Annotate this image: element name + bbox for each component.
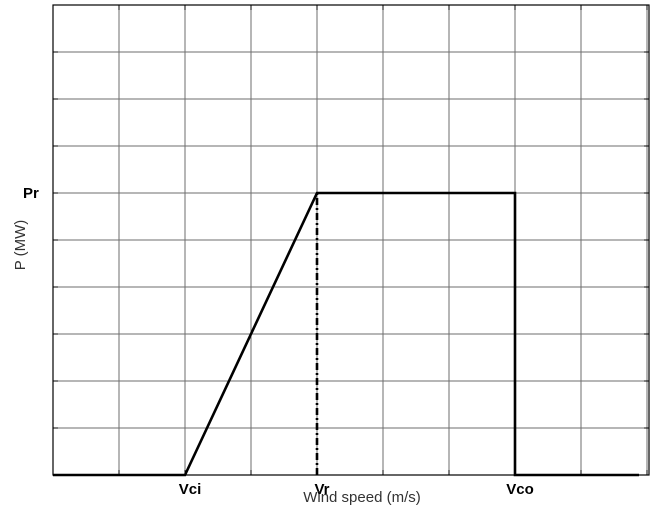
x-key-label-vr: Vr [314,481,329,498]
x-key-label-vci: Vci [179,481,202,498]
y-key-label-pr: Pr [23,185,39,202]
series-group [53,191,639,477]
y-key-labels: Pr [23,185,39,202]
grid [53,5,649,475]
x-key-label-vco: Vco [506,481,534,498]
power-curve-line [53,191,639,477]
y-axis-label: P (MW) [12,220,29,271]
x-key-labels: Vci Vr Vco [179,481,534,498]
x-axis-label: Wind speed (m/s) [303,489,421,506]
axis-ticks [53,5,649,475]
